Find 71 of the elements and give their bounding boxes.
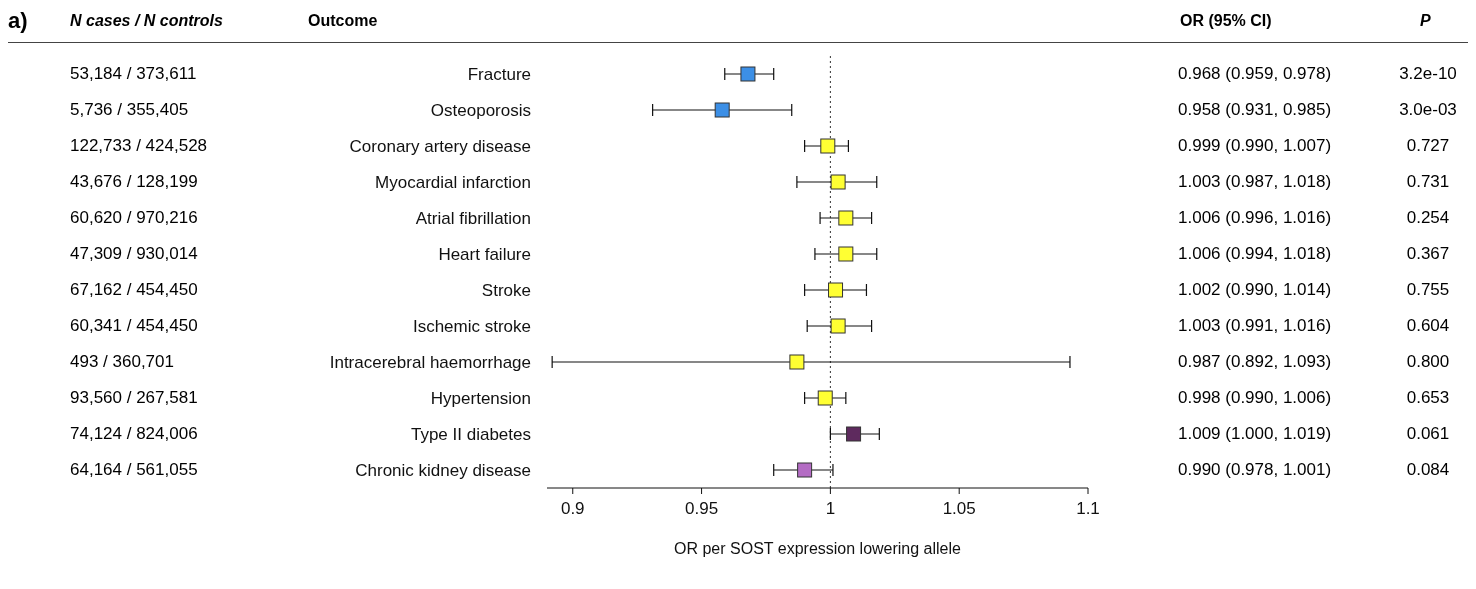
- y-tick-label: Chronic kidney disease: [355, 461, 531, 480]
- x-tick-label: 0.9: [560, 499, 585, 519]
- text: 43,676 / 128,199: [70, 172, 198, 192]
- text: 60,620 / 970,216: [70, 208, 198, 228]
- text: N cases / N controls: [70, 12, 223, 30]
- y-tick-label: Hypertension: [430, 389, 531, 408]
- data-label: 1.009 (1.000, 1.019): [1178, 424, 1332, 444]
- text: 0.727: [1405, 136, 1451, 156]
- point: [740, 66, 756, 82]
- point: [846, 426, 862, 442]
- point: [817, 390, 833, 406]
- text: 74,124 / 824,006: [70, 424, 198, 444]
- data-label: 0.998 (0.990, 1.006): [1178, 388, 1332, 408]
- y-tick-label: Fracture: [467, 65, 531, 84]
- data-label: 0.968 (0.959, 0.978): [1178, 64, 1332, 84]
- y-tick-label: Stroke: [481, 281, 531, 300]
- data-label: 1.003 (0.987, 1.018): [1178, 172, 1332, 192]
- text: Outcome: [308, 12, 378, 30]
- text: 0.755: [1405, 280, 1451, 300]
- point: [838, 210, 854, 226]
- y-tick-label: Atrial fibrillation: [415, 209, 531, 228]
- y-tick-label: Coronary artery disease: [349, 137, 531, 156]
- data-label: 1.006 (0.994, 1.018): [1178, 244, 1332, 264]
- point: [830, 174, 846, 190]
- data-label: 0.999 (0.990, 1.007): [1178, 136, 1332, 156]
- text: 93,560 / 267,581: [70, 388, 198, 408]
- text: 60,341 / 454,450: [70, 316, 198, 336]
- text: 3.2e-10: [1398, 64, 1458, 84]
- text: 47,309 / 930,014: [70, 244, 198, 264]
- data-label: 0.990 (0.978, 1.001): [1178, 460, 1332, 480]
- text: 0.061: [1405, 424, 1451, 444]
- text: OR (95% CI): [1180, 12, 1272, 30]
- point: [820, 138, 836, 154]
- text: 0.800: [1405, 352, 1451, 372]
- text: 5,736 / 355,405: [70, 100, 189, 120]
- text: 0.084: [1405, 460, 1451, 480]
- text: 0.254: [1405, 208, 1451, 228]
- text: P: [1420, 12, 1431, 30]
- x-tick-label: 0.95: [685, 499, 719, 519]
- text: 67,162 / 454,450: [70, 280, 198, 300]
- data-label: 1.003 (0.991, 1.016): [1178, 316, 1332, 336]
- point: [714, 102, 730, 118]
- data-label: 0.958 (0.931, 0.985): [1178, 100, 1332, 120]
- point: [797, 462, 813, 478]
- y-tick-label: Myocardial infarction: [375, 173, 531, 192]
- text: 0.731: [1405, 172, 1451, 192]
- text: 0.604: [1405, 316, 1451, 336]
- point: [830, 318, 846, 334]
- text: 0.367: [1405, 244, 1451, 264]
- x-tick-label: 1: [825, 499, 836, 519]
- y-tick-label: Ischemic stroke: [412, 317, 531, 336]
- point: [828, 282, 844, 298]
- text: a): [8, 8, 28, 34]
- y-tick-label: Intracerebral haemorrhage: [329, 353, 531, 372]
- y-tick-label: Type II diabetes: [410, 425, 531, 444]
- y-tick-label: Osteoporosis: [430, 101, 531, 120]
- text: 3.0e-03: [1398, 100, 1458, 120]
- point: [838, 246, 854, 262]
- x-tick-label: 1.1: [1076, 499, 1100, 519]
- text: 122,733 / 424,528: [70, 136, 208, 156]
- text: 64,164 / 561,055: [70, 460, 198, 480]
- x-tick-label: 1.05: [942, 499, 976, 519]
- point: [789, 354, 805, 370]
- text: 493 / 360,701: [70, 352, 174, 372]
- text: 0.653: [1405, 388, 1451, 408]
- text: 53,184 / 373,611: [70, 64, 197, 84]
- x-axis-title: OR per SOST expression lowering allele: [674, 540, 962, 557]
- data-label: 1.002 (0.990, 1.014): [1178, 280, 1332, 300]
- y-tick-label: Heart failure: [438, 245, 531, 264]
- data-label: 1.006 (0.996, 1.016): [1178, 208, 1332, 228]
- data-label: 0.987 (0.892, 1.093): [1178, 352, 1332, 372]
